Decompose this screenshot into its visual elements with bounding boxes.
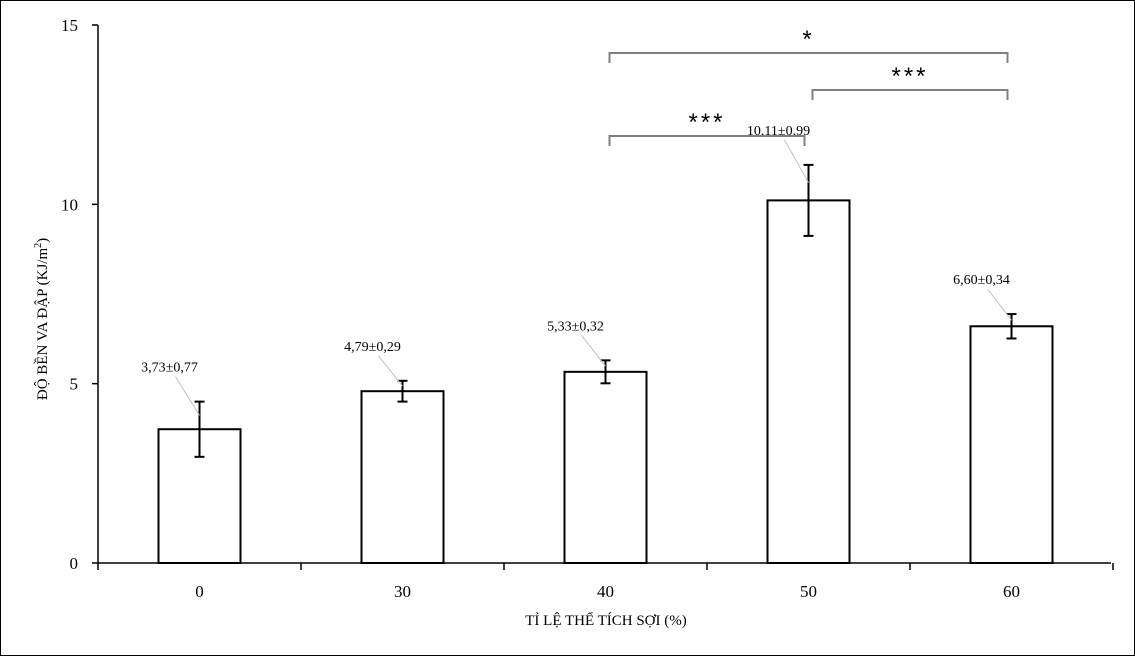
y-tick-label: 5 [70, 375, 79, 394]
y-axis-title-main: ĐỘ BỀN VA ĐẬP (KJ/m [34, 248, 51, 401]
data-label: 3,73±0,77 [141, 361, 198, 376]
axes: 0 5 10 15 0 30 40 50 60 [61, 16, 1114, 601]
data-label-leader [581, 335, 606, 367]
x-tick-label: 40 [597, 582, 614, 601]
significance-label: *** [688, 109, 725, 136]
bar [766, 199, 851, 564]
x-tick-label: 0 [195, 582, 204, 601]
bar [969, 325, 1054, 564]
data-label: 5,33±0,32 [547, 319, 604, 334]
y-axis-title-superscript: 2 [33, 243, 44, 248]
significance-label: * [802, 26, 814, 53]
bar [360, 390, 445, 564]
data-label: 4,79±0,29 [344, 340, 401, 355]
bars [157, 163, 1054, 565]
data-label-leader [987, 288, 1012, 321]
data-label-leader [175, 376, 200, 416]
data-labels: 3,73±0,774,79±0,295,33±0,3210,11±0,996,6… [141, 124, 1012, 416]
significance-bracket [811, 89, 1009, 100]
x-tick-label: 50 [800, 582, 817, 601]
data-label: 6,60±0,34 [953, 273, 1010, 288]
x-tick-label: 30 [394, 582, 411, 601]
data-label-leader [378, 355, 403, 387]
data-label-leader [784, 139, 809, 183]
significance-brackets: ******* [608, 26, 1009, 146]
x-tick-label: 60 [1003, 582, 1020, 601]
bar [563, 370, 648, 564]
y-axis-title: ĐỘ BỀN VA ĐẬP (KJ/m2) [33, 238, 51, 400]
y-tick-label: 0 [70, 554, 79, 573]
significance-bracket [608, 135, 806, 146]
y-tick-label: 15 [61, 16, 78, 35]
x-axis-title: TỈ LỆ THỂ TÍCH SỢI (%) [525, 611, 687, 629]
significance-bracket [608, 52, 1009, 63]
significance-label: *** [891, 63, 928, 90]
y-axis-title-close: ) [35, 238, 51, 243]
y-tick-label: 10 [61, 195, 78, 214]
